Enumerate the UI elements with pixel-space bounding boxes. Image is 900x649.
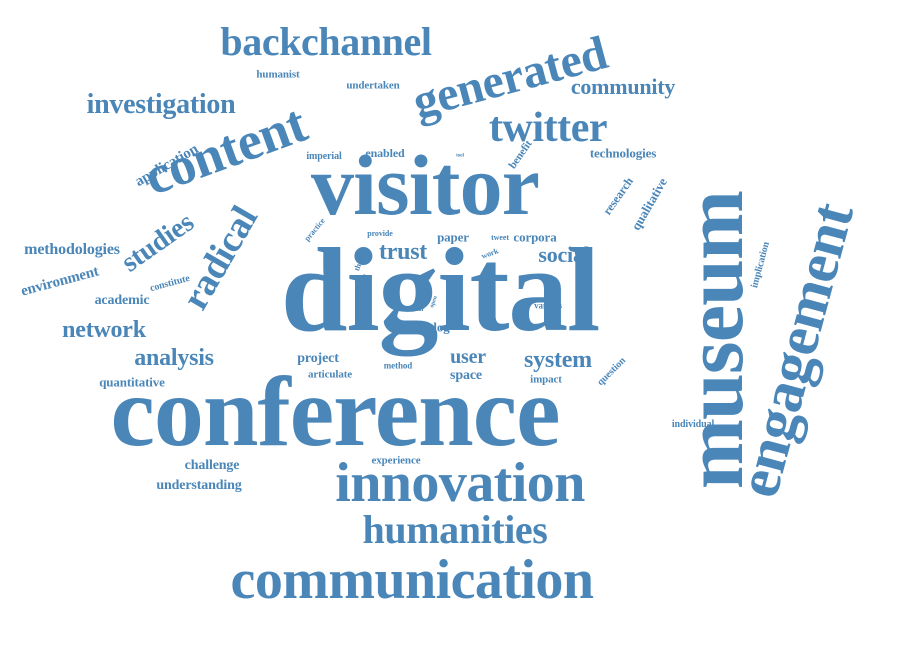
word-method: method [383,360,413,371]
word-nature: nature [390,323,414,332]
word-investigation: investigation [86,89,236,120]
word-various: various [534,300,562,311]
word-analysis: analysis [134,345,214,371]
word-project: project [297,351,339,366]
word-network: network [62,317,146,343]
word-academic: academic [94,293,150,308]
word-challenge: challenge [184,458,240,473]
word-individual: individual [671,419,715,430]
word-clear: clear [411,307,425,313]
word-studies: studies [115,206,200,279]
word-communication: communication [230,549,594,611]
word-system: system [524,347,592,373]
word-space: space [450,368,482,383]
word-environment: environment [19,263,101,300]
word-technologies: technologies [589,145,657,161]
word-qualitative: qualitative [628,175,670,233]
word-user: user [450,346,486,368]
word-social: social [538,242,590,267]
word-humanities: humanities [362,507,548,552]
word-impact: impact [530,373,562,386]
word-tool: tool [456,153,464,159]
word-digital: digital [280,223,601,356]
word-paper: paper [437,229,469,245]
word-backchannel: backchannel [220,19,432,64]
word-conference: conference [110,356,560,467]
word-question: question [595,355,629,389]
word-blog: blog [426,319,450,335]
word-methodologies: methodologies [24,241,120,258]
word-quantitative: quantitative [99,374,165,390]
word-articulate: articulate [307,368,353,381]
word-community: community [570,74,676,99]
word-innovation: innovation [335,452,585,514]
word-twitter: twitter [488,105,608,151]
word-imperial: imperial [306,151,342,162]
word-visitor: visitor [310,137,540,233]
word-experience: experience [371,454,421,467]
word-tweet: tweet [491,233,509,242]
word-humanist: humanist [256,68,300,81]
word-undertaken: undertaken [346,79,400,92]
word-understanding: understanding [156,478,242,493]
word-trust: trust [378,239,428,265]
word-enabled: enabled [365,146,405,160]
word-research: research [600,174,636,218]
word-provide: provide [367,229,393,238]
word-corpora: corpora [513,229,557,245]
